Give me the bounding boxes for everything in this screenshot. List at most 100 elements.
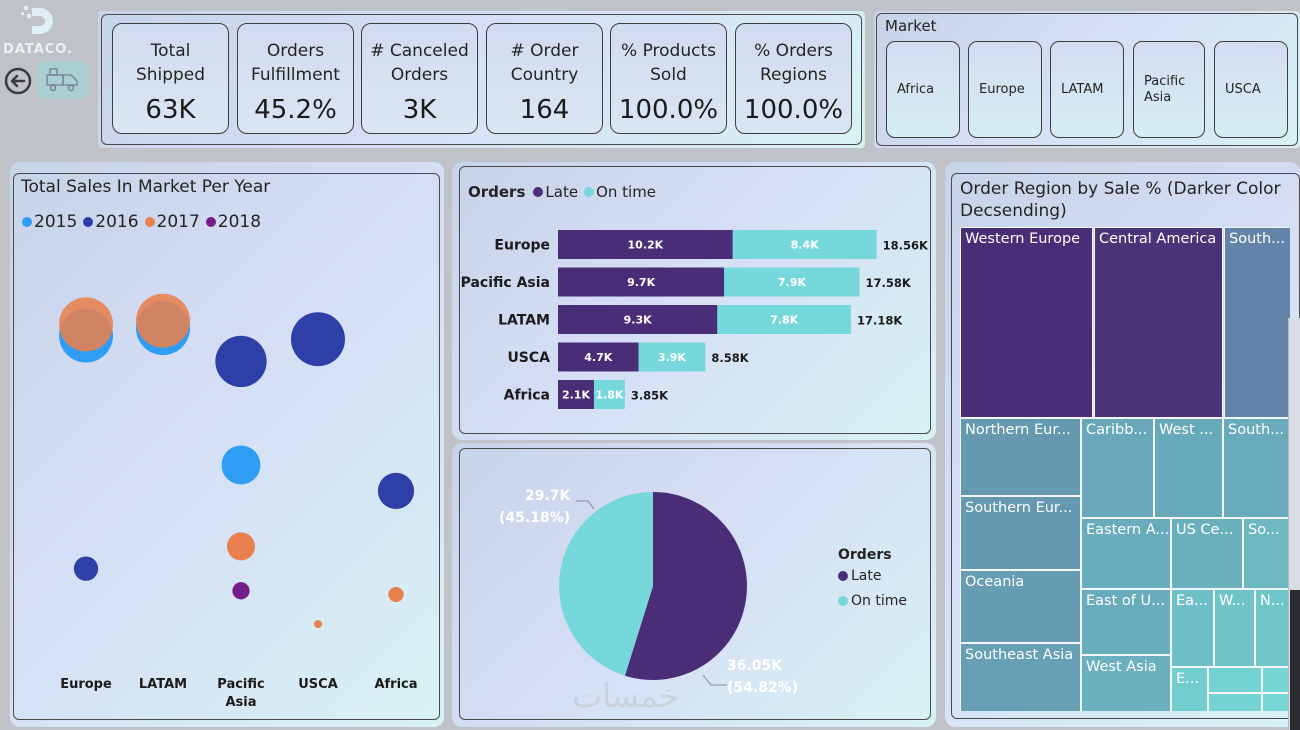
legend-swatch-2015 (22, 217, 32, 227)
treemap-cell[interactable]: West Asia (1081, 655, 1171, 711)
bar-latam-late[interactable] (558, 305, 718, 334)
treemap-cell[interactable] (1208, 693, 1262, 711)
kpi-label: Sold (650, 65, 687, 85)
sales-bubble-chart: Europe LATAM Pacific Asia USCA Africa (59, 293, 418, 710)
bubble-usca-2016[interactable] (291, 312, 345, 367)
pie-data-label: 29.7K (525, 488, 572, 504)
data-label: 4.7K (584, 351, 612, 364)
total-label: 17.58K (866, 276, 912, 290)
treemap-cell[interactable]: E... (1171, 667, 1208, 711)
bar-pacific-asia-on-time[interactable] (724, 267, 860, 297)
back-button[interactable] (4, 67, 32, 95)
treemap-cell[interactable]: Caribb... (1081, 418, 1154, 518)
bubble-pacific-asia-2018[interactable] (232, 582, 250, 600)
treemap-cell[interactable]: West ... (1154, 418, 1223, 518)
x-axis-tick-label: Pacific (217, 677, 264, 692)
treemap-cell[interactable]: East of U... (1081, 589, 1171, 655)
bubble-pacific-asia-2017[interactable] (226, 532, 256, 561)
treemap-cell[interactable]: So... (1243, 518, 1290, 589)
sales-chart-frame (13, 173, 440, 720)
pie-data-label: (45.18%) (499, 510, 570, 526)
total-label: 17.18K (857, 314, 903, 328)
data-label: 9.7K (627, 276, 655, 289)
pie-legend-item-late: Late (838, 568, 907, 584)
bubble-europe-2016[interactable] (73, 556, 99, 581)
treemap-cell[interactable] (1262, 693, 1290, 711)
dataco-logo-icon (21, 6, 53, 34)
legend-title: Orders (468, 183, 526, 201)
kpi-total-shipped[interactable]: Total Shipped 63K (112, 23, 229, 134)
kpi-value: 100.0% (618, 95, 719, 125)
kpi-order-country[interactable]: # Order Country 164 (486, 23, 603, 134)
bar-latam-on-time[interactable] (717, 305, 851, 334)
total-label: 3.85K (631, 389, 669, 403)
orders-bar-legend: Orders Late On time (468, 183, 656, 201)
bar-europe-late[interactable] (558, 230, 733, 259)
pie-data-label: (54.82%) (727, 680, 798, 696)
market-option-europe[interactable]: Europe (968, 41, 1042, 138)
kpi-value: 100.0% (743, 95, 844, 125)
x-axis-tick-label: USCA (298, 677, 338, 692)
treemap-cell[interactable]: Northern Eur... (960, 418, 1081, 496)
bar-usca-late[interactable] (558, 342, 639, 372)
bar-africa-late[interactable] (558, 380, 594, 409)
treemap-cell[interactable]: South... (1223, 418, 1290, 518)
market-option-africa[interactable]: Africa (886, 41, 960, 138)
bubble-latam-2017[interactable] (136, 293, 190, 348)
bubble-africa-2016[interactable] (377, 472, 415, 509)
pie-legend-title: Orders (838, 547, 892, 563)
pie-slice-late[interactable] (624, 492, 747, 680)
bar-pacific-asia-late[interactable] (558, 267, 725, 297)
bubble-pacific-asia-2016[interactable] (215, 335, 267, 388)
treemap-cell[interactable]: N... (1255, 589, 1290, 667)
arrow-left-circle-icon (4, 67, 32, 95)
orders-bar-panel (452, 162, 936, 440)
x-axis-tick-label: Europe (60, 677, 112, 692)
bubble-africa-2017[interactable] (388, 586, 404, 603)
treemap-cell[interactable]: Western Europe (960, 227, 1093, 418)
treemap-cell[interactable]: W... (1214, 589, 1255, 667)
kpi-label: # Canceled (370, 41, 469, 61)
bar-usca-on-time[interactable] (638, 342, 706, 372)
treemap-cell[interactable] (1208, 667, 1262, 693)
leader-line (702, 674, 727, 686)
bar-europe-on-time[interactable] (732, 230, 877, 259)
market-option-usca[interactable]: USCA (1214, 41, 1288, 138)
kpi-label: # Order (510, 41, 579, 61)
market-slicer-frame (876, 13, 1298, 146)
treemap-title: Order Region by Sale % (Darker Color Dec… (960, 179, 1281, 221)
x-axis-tick-label: Asia (225, 695, 256, 710)
bar-africa-on-time[interactable] (593, 380, 625, 409)
data-label: 10.2K (628, 239, 664, 252)
kpi-products-sold[interactable]: % Products Sold 100.0% (610, 23, 727, 134)
treemap-cell[interactable]: Southeast Asia (960, 643, 1081, 711)
kpi-label: % Orders (754, 41, 833, 61)
legend-label: 2017 (156, 212, 200, 232)
overlapping-window-dark-edge (1290, 590, 1300, 730)
sales-chart-title: Total Sales In Market Per Year (21, 177, 271, 197)
kpi-orders-regions[interactable]: % Orders Regions 100.0% (735, 23, 852, 134)
market-option-pacific-asia[interactable]: Pacific Asia (1133, 41, 1205, 138)
treemap-cell[interactable]: US Ce... (1171, 518, 1243, 589)
shipping-page-button[interactable] (38, 62, 88, 98)
treemap-cell[interactable]: Oceania (960, 570, 1081, 643)
dataco-logo: DATACO. (0, 0, 100, 100)
kpi-canceled-orders[interactable]: # Canceled Orders 3K (361, 23, 478, 134)
pie-slice-on-time[interactable] (559, 492, 653, 676)
watermark-text: خمسات (572, 677, 679, 715)
data-label: 2.1K (562, 389, 590, 402)
bubble-pacific-asia-2015[interactable] (221, 445, 261, 485)
treemap-cell[interactable] (1262, 667, 1290, 693)
kpi-label: Country (510, 65, 579, 85)
market-option-latam[interactable]: LATAM (1050, 41, 1124, 138)
treemap-cell[interactable]: Eastern A... (1081, 518, 1171, 589)
treemap-cell[interactable]: Ea... (1171, 589, 1214, 667)
bubble-europe-2017[interactable] (59, 297, 113, 352)
treemap-cell[interactable]: South... (1224, 227, 1290, 418)
kpi-label: Shipped (135, 65, 206, 85)
treemap-cell[interactable]: Southern Eur... (960, 496, 1081, 570)
treemap-cell[interactable]: Central America (1094, 227, 1223, 418)
total-label: 18.56K (883, 239, 929, 253)
bubble-usca-2017[interactable] (314, 620, 322, 629)
kpi-orders-fulfillment[interactable]: Orders Fulfillment 45.2% (237, 23, 354, 134)
